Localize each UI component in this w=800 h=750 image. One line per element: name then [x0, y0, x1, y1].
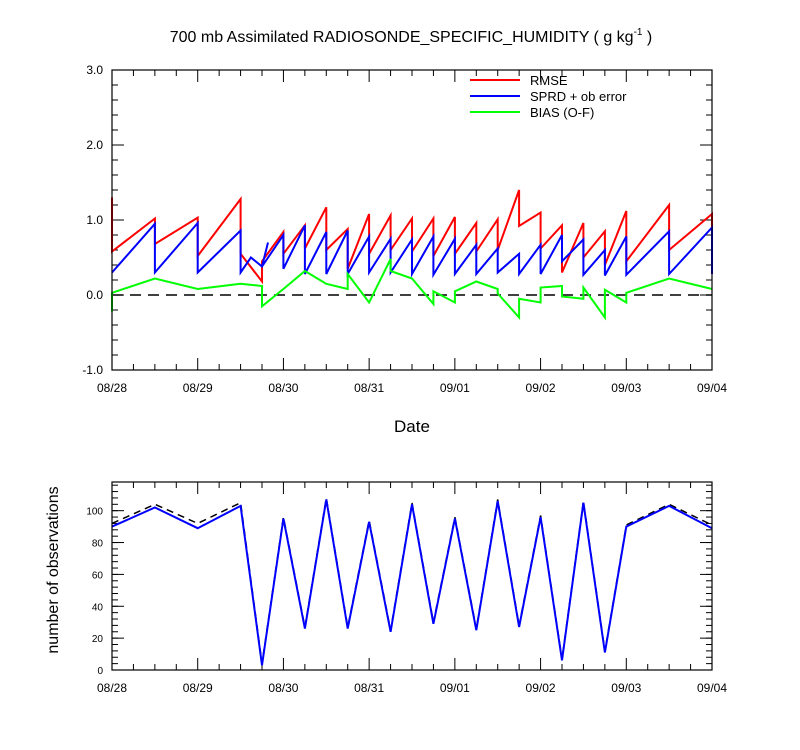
bottom-x-tick-label: 09/02: [526, 681, 556, 695]
bottom-x-tick-label: 08/28: [97, 681, 127, 695]
top-y-tick-label: 2.0: [86, 138, 103, 152]
bottom-x-tick-label: 08/30: [268, 681, 298, 695]
top-y-tick-label: 0.0: [86, 288, 103, 302]
top-plot-frame: [111, 69, 713, 371]
top-y-tick-label: 1.0: [86, 213, 103, 227]
bottom-panel: 08/28 08/29 08/30 08/31 09/01 09/02 09/03 09/04…: [45, 481, 727, 695]
bottom-y-tick-label: 40: [92, 602, 104, 613]
bottom-x-tick-label: 09/01: [440, 681, 470, 695]
top-x-tick-label: 09/04: [697, 381, 727, 395]
bottom-series-line-1: [111, 497, 713, 664]
top-legend-label: SPRD + ob error: [530, 89, 627, 104]
bottom-y-tick-label: 80: [92, 539, 104, 550]
top-chart-title: 700 mb Assimilated RADIOSONDE_SPECIFIC_H…: [170, 27, 653, 46]
bottom-plot-frame: [111, 481, 713, 671]
bottom-x-tick-label: 08/31: [354, 681, 384, 695]
top-series-line-2: [111, 220, 713, 279]
top-x-tick-label: 08/30: [268, 381, 298, 395]
top-x-tick-label: 08/28: [97, 381, 127, 395]
top-x-tick-label: 08/31: [354, 381, 384, 395]
top-series-line-1: [111, 189, 713, 285]
bottom-y-tick-label: 0: [97, 666, 103, 677]
top-legend-label: RMSE: [530, 73, 568, 88]
top-x-tick-label: 09/02: [526, 381, 556, 395]
top-x-tick-label: 09/03: [611, 381, 641, 395]
bottom-x-tick-label: 09/03: [611, 681, 641, 695]
top-series-line-3: [111, 258, 713, 321]
top-y-tick-label: -1.0: [82, 363, 103, 377]
bottom-y-axis-title: number of observations: [45, 486, 62, 653]
top-panel: 08/28 08/29 08/30 08/31 09/01 09/02 09/03 09/04…: [82, 27, 727, 436]
bottom-y-tick-label: 100: [86, 507, 103, 518]
top-legend-label: BIAS (O-F): [530, 105, 594, 120]
bottom-x-tick-label: 09/04: [697, 681, 727, 695]
bottom-y-tick-label: 60: [92, 570, 104, 581]
bottom-y-tick-label: 20: [92, 634, 104, 645]
bottom-series-line-2: [111, 499, 713, 666]
bottom-x-tick-label: 08/29: [183, 681, 213, 695]
top-x-tick-label: 08/29: [183, 381, 213, 395]
top-y-tick-label: 3.0: [86, 63, 103, 77]
top-x-tick-label: 09/01: [440, 381, 470, 395]
top-x-axis-title: Date: [394, 417, 430, 436]
